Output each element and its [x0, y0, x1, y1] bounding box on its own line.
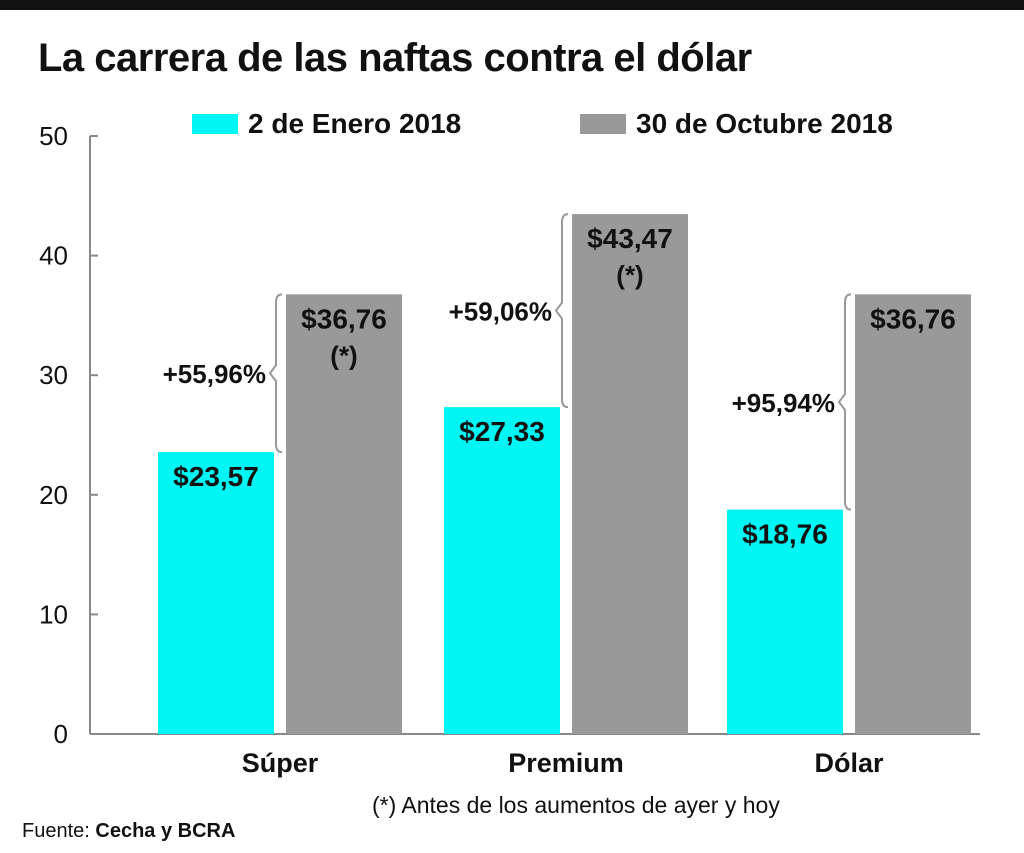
legend: 2 de Enero 2018 30 de Octubre 2018	[0, 108, 1024, 148]
legend-label-series-1: 2 de Enero 2018	[248, 108, 462, 139]
bar-2	[572, 214, 688, 734]
bar-value-label: $18,76	[742, 519, 828, 550]
source-note: Fuente: Cecha y BCRA	[22, 820, 235, 843]
bar-value-label: $36,76	[301, 303, 387, 334]
change-bracket	[268, 293, 283, 454]
source-value: Cecha y BCRA	[95, 820, 236, 842]
bar-value-label: $36,76	[870, 303, 956, 334]
legend-swatch-series-1	[192, 114, 238, 134]
bar-value-label: $27,33	[459, 416, 545, 447]
y-tick-label: 40	[39, 241, 68, 271]
change-label: +95,94%	[732, 388, 835, 418]
change-bracket	[837, 293, 852, 511]
legend-swatch-series-2	[580, 114, 626, 134]
y-tick-label: 10	[39, 599, 68, 629]
legend-label-series-2: 30 de Octubre 2018	[636, 108, 893, 139]
bar-1	[444, 407, 560, 734]
x-category-label: Súper	[242, 748, 319, 778]
bar-1	[158, 452, 274, 734]
y-tick-label: 20	[39, 480, 68, 510]
footnote: (*) Antes de los aumentos de ayer y hoy	[372, 792, 780, 818]
change-label: +59,06%	[449, 297, 552, 327]
source-label: Fuente:	[22, 820, 90, 842]
y-tick-label: 0	[54, 719, 68, 749]
legend-item-series-2: 30 de Octubre 2018	[580, 108, 893, 140]
change-bracket	[554, 213, 569, 409]
top-border	[0, 0, 1024, 10]
legend-item-series-1: 2 de Enero 2018	[192, 108, 461, 140]
bar-note-label: (*)	[616, 260, 643, 290]
x-category-label: Premium	[508, 748, 624, 778]
bar-2	[855, 294, 971, 734]
y-tick-label: 30	[39, 360, 68, 390]
chart-title: La carrera de las naftas contra el dólar	[38, 36, 752, 80]
bar-value-label: $23,57	[173, 461, 259, 492]
bar-2	[286, 294, 402, 734]
x-category-label: Dólar	[814, 748, 884, 778]
y-tick-label: 50	[39, 121, 68, 151]
bar-value-label: $43,47	[587, 223, 673, 254]
bar-note-label: (*)	[330, 340, 357, 370]
bar-1	[727, 509, 843, 734]
change-label: +55,96%	[163, 359, 266, 389]
